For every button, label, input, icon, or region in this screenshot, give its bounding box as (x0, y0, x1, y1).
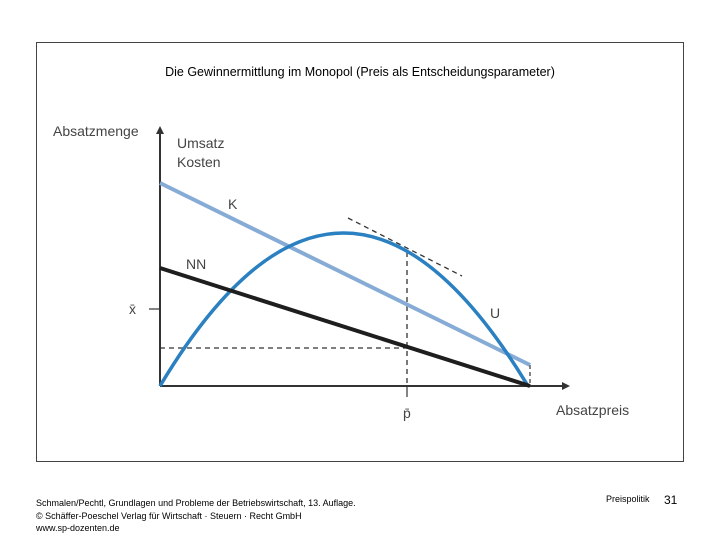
footer-citation: Schmalen/Pechtl, Grundlagen und Probleme… (36, 497, 356, 535)
footer-line-url: www.sp-dozenten.de (36, 523, 120, 533)
cost-curve-k (159, 181, 531, 367)
revenue-curve-label: U (490, 305, 500, 321)
y-axis-label-cost: Kosten (177, 154, 221, 170)
demand-curve-nn (159, 266, 531, 388)
slide-frame: Die Gewinnermittlung im Monopol (Preis a… (36, 42, 684, 462)
demand-curve-label: NN (186, 256, 206, 272)
y-axis-label: Absatzmenge (53, 123, 139, 139)
revenue-curve-u (158, 231, 530, 387)
cost-curve-label: K (228, 196, 238, 212)
footer-section-name: Preispolitik (606, 494, 650, 504)
x-bar-label: x̄ (129, 301, 136, 317)
revenue-tangent-line (347, 217, 463, 277)
slide-title: Die Gewinnermittlung im Monopol (Preis a… (165, 65, 555, 79)
footer-page-number: 31 (664, 493, 678, 507)
footer-line-source: Schmalen/Pechtl, Grundlagen und Probleme… (36, 498, 356, 508)
p-bar-label: p̄ (403, 405, 411, 421)
footer-line-publisher: © Schäffer-Poeschel Verlag für Wirtschaf… (36, 510, 302, 521)
x-axis-label: Absatzpreis (556, 402, 629, 418)
y-axis-label-revenue: Umsatz (177, 135, 224, 151)
